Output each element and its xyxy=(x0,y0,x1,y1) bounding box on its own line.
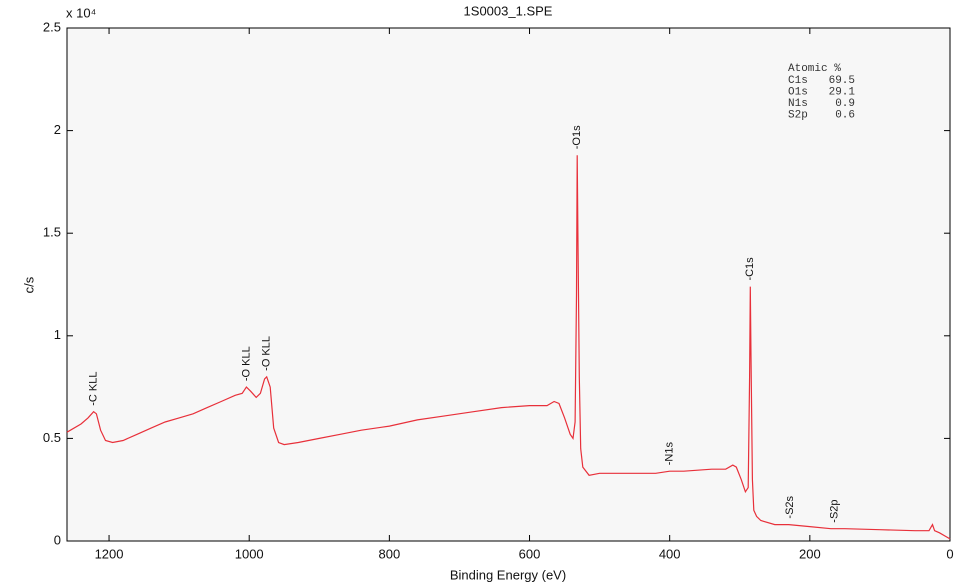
chart-title: 1S0003_1.SPE xyxy=(464,3,553,18)
y-tick-label: 1 xyxy=(54,327,61,342)
composition-percent: 0.6 xyxy=(835,109,855,121)
y-tick-label: 2.5 xyxy=(43,19,61,34)
x-tick-label: 200 xyxy=(799,546,821,561)
composition-percent: 69.5 xyxy=(829,75,855,87)
x-axis-label: Binding Energy (eV) xyxy=(450,567,566,582)
peak-label: -O KLL xyxy=(261,336,273,371)
x-tick-label: 1200 xyxy=(95,546,124,561)
spectrum-line xyxy=(66,155,951,540)
plot-area xyxy=(66,27,951,542)
x-tick-label: 1000 xyxy=(235,546,264,561)
peak-label: -S2s xyxy=(784,495,796,518)
x-tick-label: 400 xyxy=(659,546,681,561)
y-tick-label: 2 xyxy=(54,122,61,137)
composition-percent: 29.1 xyxy=(829,86,856,98)
peak-label: -O KLL xyxy=(240,346,252,381)
composition-element: O1s xyxy=(788,86,808,98)
y-axis-label: c/s xyxy=(21,276,36,293)
composition-element: S2p xyxy=(788,109,808,121)
y-tick-label: 0.5 xyxy=(43,430,61,445)
y-multiplier: x 10⁴ xyxy=(66,5,96,20)
composition-element: N1s xyxy=(788,98,808,110)
x-tick-label: 0 xyxy=(946,546,953,561)
x-tick-label: 800 xyxy=(379,546,401,561)
composition-element: C1s xyxy=(788,75,808,87)
peak-label: -N1s xyxy=(664,442,676,466)
peak-label: -C1s xyxy=(744,257,756,281)
composition-percent: 0.9 xyxy=(835,98,855,110)
x-tick-label: 600 xyxy=(519,546,541,561)
peak-label: -O1s xyxy=(571,125,583,149)
peak-label: -C KLL xyxy=(88,371,100,405)
peak-label: -S2p xyxy=(828,499,840,522)
y-tick-label: 0 xyxy=(54,532,61,547)
composition-title: Atomic % xyxy=(788,63,841,75)
y-tick-label: 1.5 xyxy=(43,225,61,240)
